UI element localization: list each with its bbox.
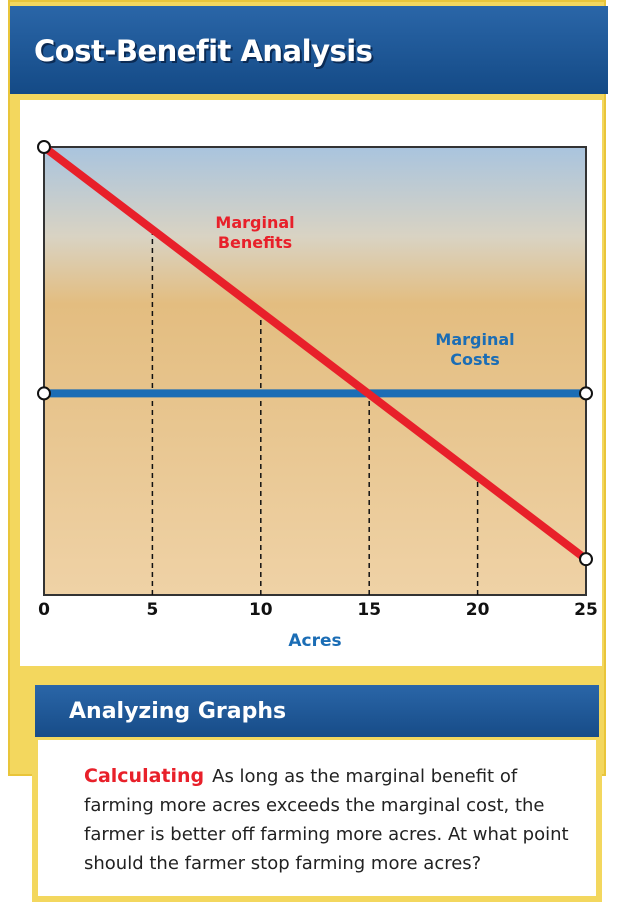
plot-area	[44, 147, 586, 595]
x-tick-label: 15	[357, 600, 381, 620]
page: Cost-Benefit Analysis Acres 0510152025 A…	[0, 0, 620, 910]
series-label: Marginal Benefits	[195, 213, 315, 253]
end-point	[38, 387, 50, 399]
x-tick-label: 25	[574, 600, 598, 620]
x-tick-label: 20	[466, 600, 490, 620]
end-point	[580, 387, 592, 399]
analysis-header: Analyzing Graphs	[32, 682, 602, 740]
x-axis-label: Acres	[288, 631, 341, 651]
analysis-title: Analyzing Graphs	[69, 699, 286, 724]
x-tick-label: 10	[249, 600, 273, 620]
x-tick-label: 5	[146, 600, 158, 620]
end-point	[38, 141, 50, 153]
series-label: Marginal Costs	[415, 330, 535, 370]
x-tick-label: 0	[38, 600, 50, 620]
end-point	[580, 553, 592, 565]
analysis-label: Calculating	[84, 765, 204, 787]
